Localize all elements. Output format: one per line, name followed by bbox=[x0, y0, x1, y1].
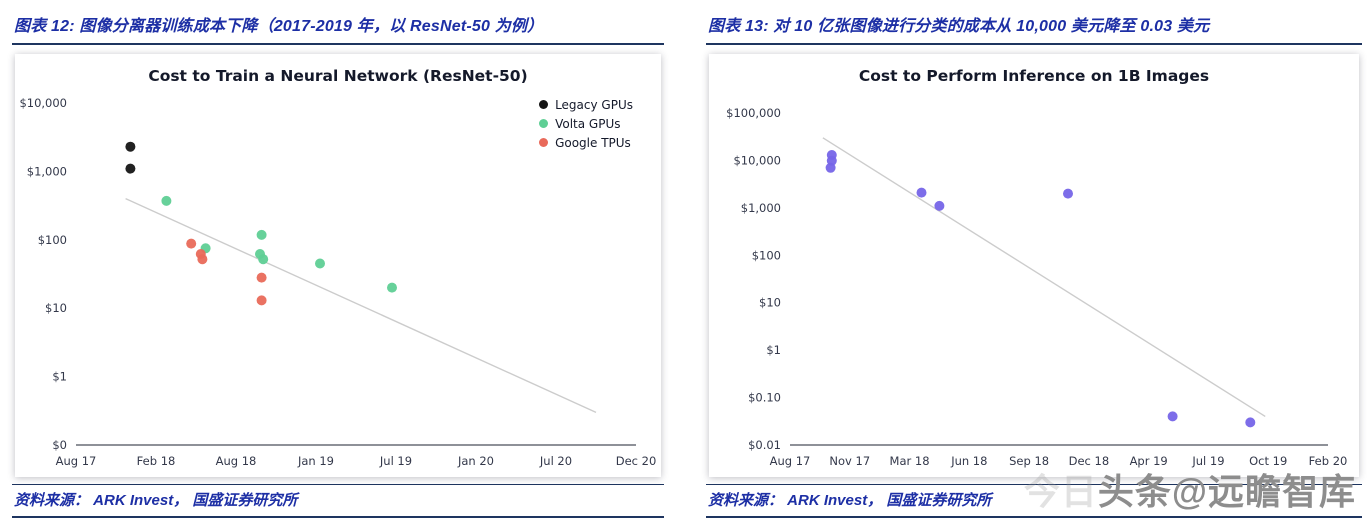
divider-right-top bbox=[706, 43, 1362, 45]
train-chart-title: Cost to Train a Neural Network (ResNet-5… bbox=[148, 66, 528, 85]
google-tpus-dot-icon bbox=[539, 138, 549, 148]
figure-13-panel: 图表 13: 对 10 亿张图像进行分类的成本从 10,000 美元降至 0.0… bbox=[706, 0, 1362, 518]
x-tick-label: Feb 18 bbox=[137, 454, 176, 468]
divider-left-top bbox=[12, 43, 664, 45]
y-tick-label: $10,000 bbox=[733, 153, 781, 167]
x-tick-label: Jun 18 bbox=[950, 454, 987, 468]
legend-item-google-tpus: Google TPUs bbox=[539, 136, 633, 150]
y-tick-label: $100 bbox=[38, 233, 67, 247]
x-tick-label: Jul 19 bbox=[1191, 454, 1224, 468]
data-point bbox=[934, 200, 945, 211]
watermark: 今日头条@远瞻智库 bbox=[1024, 463, 1356, 515]
data-point bbox=[315, 258, 325, 269]
inference-chart-title: Cost to Perform Inference on 1B Images bbox=[858, 66, 1210, 85]
train-cost-scatter-plot: $10,000 $1,000 $100 $10 $1 $0 Aug 17 Feb 18 Aug … bbox=[19, 96, 657, 468]
legend-item-volta-gpus: Volta GPUs bbox=[539, 117, 633, 131]
y-tick-label: $1 bbox=[766, 343, 781, 357]
y-tick-label: $10 bbox=[45, 301, 67, 315]
inference-cost-chart-card: Cost to Perform Inference on 1B Images $… bbox=[709, 53, 1359, 477]
y-tick-label: $1,000 bbox=[741, 201, 781, 215]
y-tick-label: $100,000 bbox=[726, 106, 781, 120]
x-tick-label: Dec 18 bbox=[1069, 454, 1110, 468]
divider-left-source-top bbox=[12, 483, 664, 485]
inference-cost-scatter-plot: $100,000 $10,000 $1,000 $100 $10 $1 $0.10 $0.01… bbox=[726, 106, 1348, 468]
y-tick-label: $0.01 bbox=[748, 438, 781, 452]
figure-13-source: 资料来源： ARK Invest， 国盛证券研究所 bbox=[708, 492, 992, 510]
data-point bbox=[1167, 411, 1178, 422]
data-point bbox=[387, 282, 397, 293]
x-tick-label: Nov 17 bbox=[829, 454, 870, 468]
legend-label-volta-gpus: Volta GPUs bbox=[555, 116, 621, 131]
figure-12-caption: 图表 12: 图像分离器训练成本下降（2017-2019 年，以 ResNet-… bbox=[14, 18, 544, 35]
data-point bbox=[256, 229, 267, 240]
y-tick-label: $100 bbox=[752, 248, 781, 262]
data-point bbox=[916, 187, 927, 198]
divider-left-bottom bbox=[12, 516, 664, 518]
x-tick-label: Oct 19 bbox=[1249, 454, 1287, 468]
y-tick-label: $1 bbox=[52, 369, 67, 383]
trend-line bbox=[822, 136, 1266, 417]
volta-gpus-dot-icon bbox=[539, 119, 549, 129]
x-tick-label: Aug 17 bbox=[56, 454, 97, 468]
y-tick-label: $0.10 bbox=[748, 390, 781, 404]
y-tick-label: $10 bbox=[759, 295, 781, 309]
data-point bbox=[197, 253, 208, 264]
legend-label-google-tpus: Google TPUs bbox=[555, 135, 631, 150]
x-tick-label: Dec 20 bbox=[616, 454, 657, 468]
data-point bbox=[125, 163, 136, 174]
x-tick-label: Jan 20 bbox=[457, 454, 494, 468]
figure-12-panel: 图表 12: 图像分离器训练成本下降（2017-2019 年，以 ResNet-… bbox=[12, 0, 664, 518]
data-point bbox=[258, 253, 269, 264]
y-tick-label: $0 bbox=[52, 438, 67, 452]
x-tick-label: Aug 17 bbox=[770, 454, 811, 468]
x-tick-label: Sep 18 bbox=[1009, 454, 1049, 468]
x-tick-label: Jul 20 bbox=[539, 454, 572, 468]
figure-13-caption: 图表 13: 对 10 亿张图像进行分类的成本从 10,000 美元降至 0.0… bbox=[708, 18, 1210, 35]
x-tick-label: Jul 19 bbox=[379, 454, 412, 468]
y-tick-label: $10,000 bbox=[19, 96, 67, 110]
trend-line bbox=[125, 197, 597, 413]
data-point bbox=[125, 141, 136, 152]
data-point bbox=[825, 162, 836, 173]
watermark-main-text: 头条@远瞻智库 bbox=[1097, 471, 1356, 512]
data-point bbox=[256, 295, 267, 306]
y-tick-label: $1,000 bbox=[27, 164, 67, 178]
legacy-gpus-dot-icon bbox=[539, 100, 549, 110]
divider-right-source-top bbox=[706, 483, 1362, 485]
x-tick-label: Apr 19 bbox=[1130, 454, 1168, 468]
figure-12-source: 资料来源： ARK Invest， 国盛证券研究所 bbox=[14, 492, 298, 510]
x-tick-label: Mar 18 bbox=[890, 454, 930, 468]
train-cost-chart-card: Cost to Train a Neural Network (ResNet-5… bbox=[15, 53, 661, 477]
data-point bbox=[256, 272, 267, 283]
data-point bbox=[1245, 417, 1256, 428]
x-tick-label: Feb 20 bbox=[1309, 454, 1348, 468]
legend-label-legacy-gpus: Legacy GPUs bbox=[555, 97, 633, 112]
data-point bbox=[1063, 188, 1073, 199]
x-tick-label: Aug 18 bbox=[216, 454, 257, 468]
divider-right-bottom bbox=[706, 516, 1362, 518]
x-tick-label: Jan 19 bbox=[297, 454, 334, 468]
data-point bbox=[186, 238, 197, 249]
watermark-faint-text: 今日 bbox=[1023, 471, 1098, 512]
legend-item-legacy-gpus: Legacy GPUs bbox=[539, 98, 633, 112]
data-point bbox=[161, 195, 172, 206]
train-chart-legend: Legacy GPUs Volta GPUs Google TPUs bbox=[539, 98, 633, 150]
